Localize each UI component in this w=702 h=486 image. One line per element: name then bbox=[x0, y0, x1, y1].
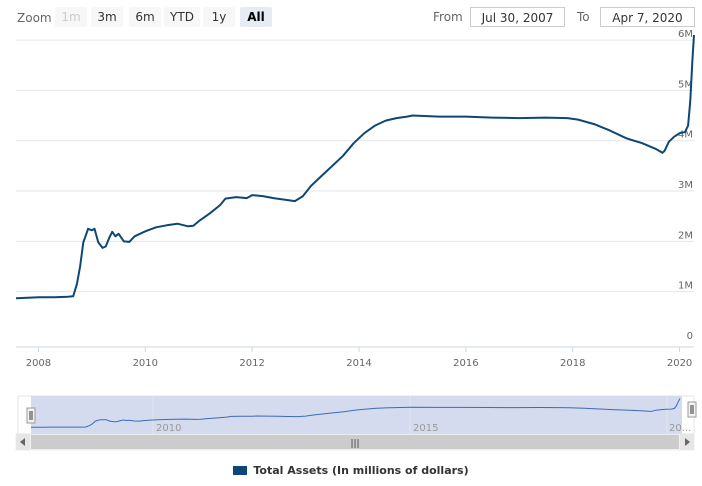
x-tick-label: 2014 bbox=[346, 358, 371, 369]
navigator-label: 2015 bbox=[413, 423, 438, 434]
y-axis: 0 1M 2M 3M 4M 5M 6M bbox=[678, 29, 693, 342]
navigator-label: 2010 bbox=[156, 423, 181, 434]
scrollbar[interactable]: ||| bbox=[15, 433, 695, 451]
x-tick-label: 2010 bbox=[133, 358, 158, 369]
y-tick-label: 4M bbox=[678, 130, 693, 141]
gridlines bbox=[16, 39, 694, 293]
arrow-right-icon bbox=[685, 438, 690, 446]
zoom-label: Zoom bbox=[17, 11, 52, 25]
arrow-left-icon bbox=[20, 438, 25, 446]
y-tick-label: 3M bbox=[678, 180, 693, 191]
to-date-input[interactable]: Apr 7, 2020 bbox=[600, 7, 695, 27]
from-label: From bbox=[433, 10, 463, 24]
navigator-left-handle[interactable] bbox=[26, 407, 36, 424]
navigator-selected-range[interactable] bbox=[31, 396, 682, 434]
scrollbar-thumb[interactable] bbox=[31, 435, 679, 449]
scrollbar-grip: ||| bbox=[350, 439, 359, 449]
y-tick-label: 5M bbox=[678, 79, 693, 90]
zoom-1m-button[interactable]: 1m bbox=[55, 7, 87, 27]
zoom-3m-button[interactable]: 3m bbox=[91, 7, 123, 27]
navigator-right-handle[interactable] bbox=[687, 401, 697, 418]
x-tick-label: 2012 bbox=[239, 358, 264, 369]
navigator-label: 20... bbox=[669, 423, 691, 434]
y-tick-label: 0 bbox=[687, 331, 693, 342]
y-tick-label: 6M bbox=[678, 29, 693, 40]
total-assets-line bbox=[15, 34, 695, 300]
zoom-1y-button[interactable]: 1y bbox=[203, 7, 235, 27]
zoom-ytd-button[interactable]: YTD bbox=[164, 7, 200, 27]
legend-swatch bbox=[233, 466, 248, 475]
legend[interactable]: Total Assets (In millions of dollars) bbox=[0, 464, 702, 477]
zoom-all-button[interactable]: All bbox=[240, 7, 272, 27]
range-selector: Zoom 1m 3m 6m YTD 1y All From Jul 30, 20… bbox=[0, 0, 702, 34]
legend-label: Total Assets (In millions of dollars) bbox=[253, 464, 469, 477]
x-tick-label: 2008 bbox=[26, 358, 51, 369]
y-tick-label: 1M bbox=[678, 281, 693, 292]
from-date-input[interactable]: Jul 30, 2007 bbox=[470, 7, 565, 27]
zoom-6m-button[interactable]: 6m bbox=[129, 7, 161, 27]
x-tick-label: 2018 bbox=[560, 358, 585, 369]
x-tick-label: 2020 bbox=[667, 358, 692, 369]
x-axis: 2008 2010 2012 2014 2016 2018 2020 bbox=[26, 347, 692, 369]
y-tick-label: 2M bbox=[678, 230, 693, 241]
x-tick-label: 2016 bbox=[453, 358, 478, 369]
navigator[interactable]: 2010 2015 20... bbox=[17, 395, 697, 435]
navigator-series-line bbox=[31, 398, 681, 428]
to-label: To bbox=[577, 10, 590, 24]
